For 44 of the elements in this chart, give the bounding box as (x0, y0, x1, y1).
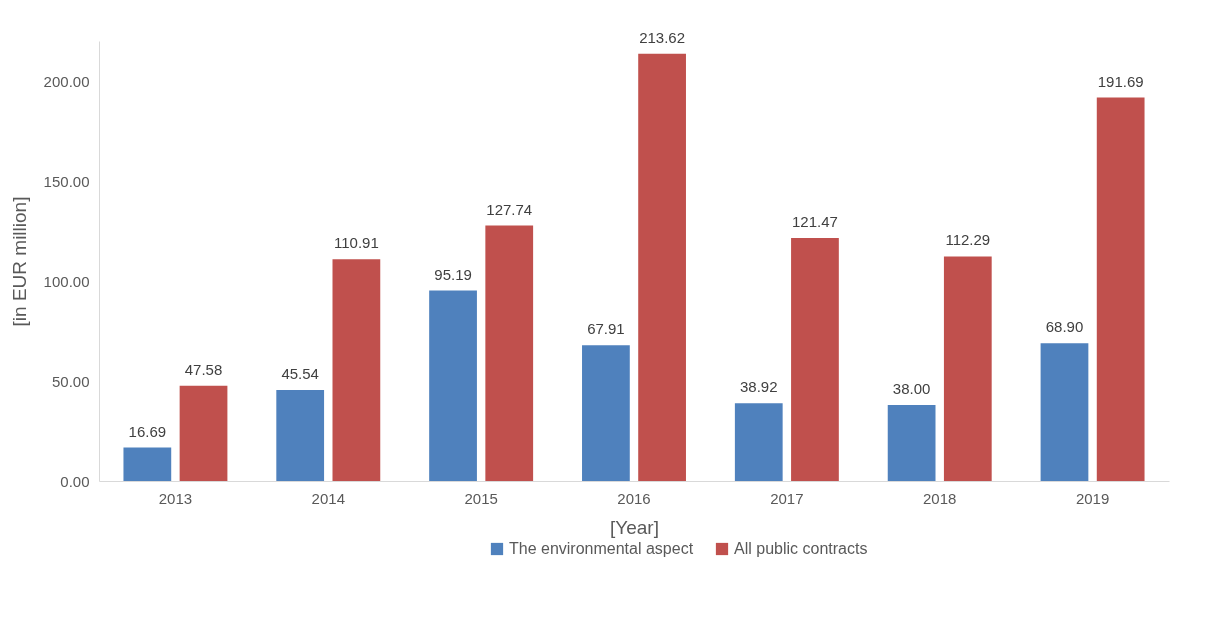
bar (887, 405, 936, 481)
y-tick-label: 0.00 (60, 472, 90, 490)
x-tick-label: 2013 (158, 489, 193, 507)
data-label: 191.69 (1097, 72, 1144, 90)
y-tick-label: 50.00 (51, 372, 90, 390)
x-tick-label: 2019 (1075, 489, 1110, 507)
data-label: 38.00 (892, 380, 931, 397)
x-tick-label: 2017 (770, 489, 804, 507)
bar (179, 385, 228, 481)
data-label: 45.54 (281, 364, 319, 382)
x-tick-label: 2015 (464, 489, 498, 507)
bar (582, 345, 630, 481)
y-tick-label: 200.00 (43, 72, 90, 90)
x-axis-title: [Year] (610, 516, 659, 538)
data-label: 16.69 (128, 422, 167, 440)
bar (429, 290, 477, 481)
legend-label: All public contracts (734, 540, 868, 557)
legend-label: The environmental aspect (509, 540, 694, 557)
bar (276, 389, 325, 481)
bar (943, 256, 992, 481)
data-label: 127.74 (486, 200, 533, 218)
data-label: 47.58 (184, 360, 223, 378)
bar (1096, 97, 1145, 481)
bar (123, 447, 172, 481)
data-label: 213.62 (639, 28, 686, 46)
data-label: 110.91 (334, 234, 379, 252)
data-label: 112.29 (945, 231, 991, 249)
x-tick-label: 2016 (617, 489, 651, 507)
data-label: 95.19 (434, 265, 472, 283)
data-label: 121.47 (792, 213, 838, 231)
data-label: 68.90 (1045, 318, 1084, 336)
data-label: 67.91 (587, 320, 625, 338)
x-tick-label: 2018 (923, 489, 957, 507)
y-tick-label: 100.00 (43, 272, 90, 290)
bar (791, 238, 839, 481)
y-tick-label: 150.00 (43, 172, 90, 190)
bar (1040, 343, 1089, 481)
y-axis-title: [in EUR million] (8, 196, 30, 327)
bar (638, 53, 686, 481)
bar (332, 259, 381, 481)
bar (485, 225, 534, 481)
bar (734, 403, 783, 481)
data-label: 38.92 (739, 378, 778, 396)
x-tick-label: 2014 (311, 489, 345, 507)
